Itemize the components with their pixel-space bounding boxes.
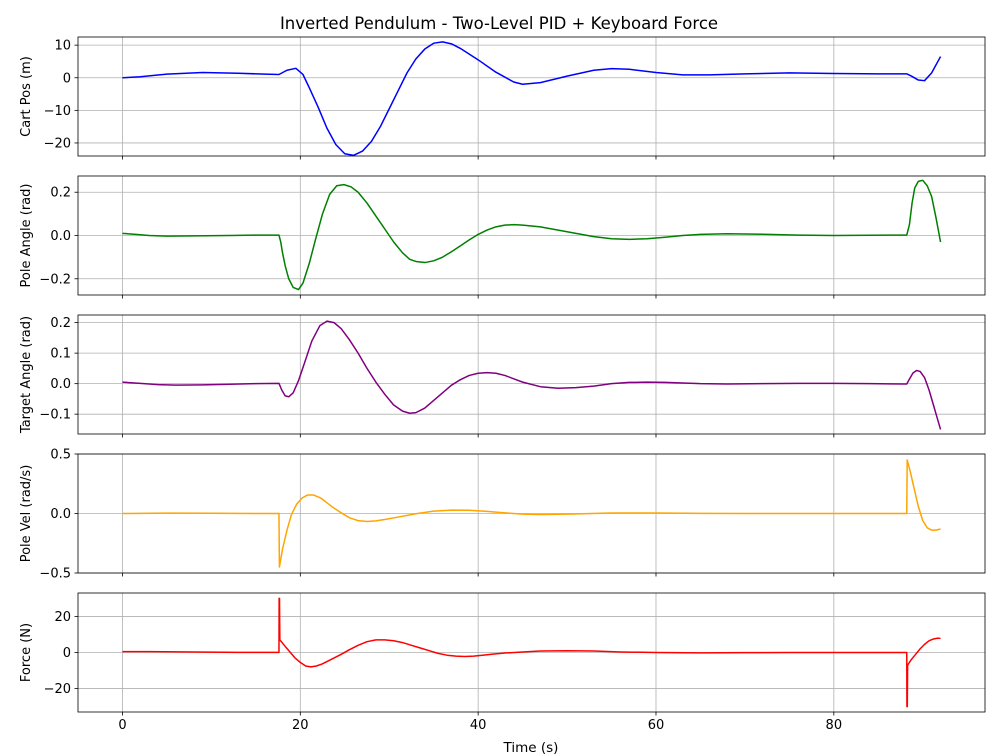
y-tick-label: 0.2 [50, 186, 71, 201]
plot-frame [77, 36, 986, 157]
y-tick-label: −20 [44, 682, 71, 697]
x-tick-label: 80 [826, 718, 843, 733]
series-line [122, 41, 942, 157]
y-tick-label: 20 [54, 610, 71, 625]
subplot-stack: 10 0 −10 −20 Cart Pos (m) 0.2 0.0 −0.2 Pole Angl… [19, 36, 986, 733]
x-tick-label: 40 [470, 718, 487, 733]
y-axis-label: Force (N) [19, 623, 34, 682]
y-axis-label: Target Angle (rad) [19, 316, 34, 434]
subplot-1: 10 0 −10 −20 Cart Pos (m) [19, 36, 986, 160]
y-tick-label: 0.0 [50, 507, 71, 522]
y-axis-label: Pole Vel (rad/s) [19, 465, 34, 563]
subplot-5: 0 20 40 60 80 20 0 −20 Force (N) [19, 592, 986, 733]
x-tick-label: 20 [292, 718, 309, 733]
y-tick-label: 0 [63, 71, 71, 86]
y-axis-label: Pole Angle (rad) [19, 184, 34, 288]
subplot-2: 0.2 0.0 −0.2 Pole Angle (rad) [19, 175, 986, 299]
y-tick-label: 0.0 [50, 377, 71, 392]
y-tick-label: −0.5 [39, 567, 71, 582]
subplot-3: 0.2 0.1 0.0 −0.1 Target Angle (rad) [19, 314, 986, 438]
y-axis-label: Cart Pos (m) [19, 56, 34, 137]
y-tick-label: −10 [44, 104, 71, 119]
chart-title: Inverted Pendulum - Two-Level PID + Keyb… [280, 14, 718, 33]
y-tick-label: −0.2 [39, 272, 71, 287]
y-tick-label: 0.1 [50, 347, 71, 362]
series-line [122, 597, 941, 708]
plot-frame [77, 314, 986, 435]
y-tick-label: 0.5 [50, 448, 71, 463]
x-tick-label: 60 [648, 718, 665, 733]
series-line [122, 320, 942, 430]
x-axis-label: Time (s) [503, 740, 559, 756]
y-tick-label: −0.1 [39, 408, 71, 423]
y-tick-label: −20 [44, 136, 71, 151]
subplot-4: 0.5 0.0 −0.5 Pole Vel (rad/s) [19, 448, 986, 582]
x-tick-label: 0 [118, 718, 126, 733]
series-line [122, 459, 941, 568]
y-tick-label: 0 [63, 646, 71, 661]
y-tick-label: 0.2 [50, 316, 71, 331]
series-line [122, 179, 942, 291]
y-tick-label: 0.0 [50, 229, 71, 244]
y-tick-label: 10 [54, 39, 71, 54]
